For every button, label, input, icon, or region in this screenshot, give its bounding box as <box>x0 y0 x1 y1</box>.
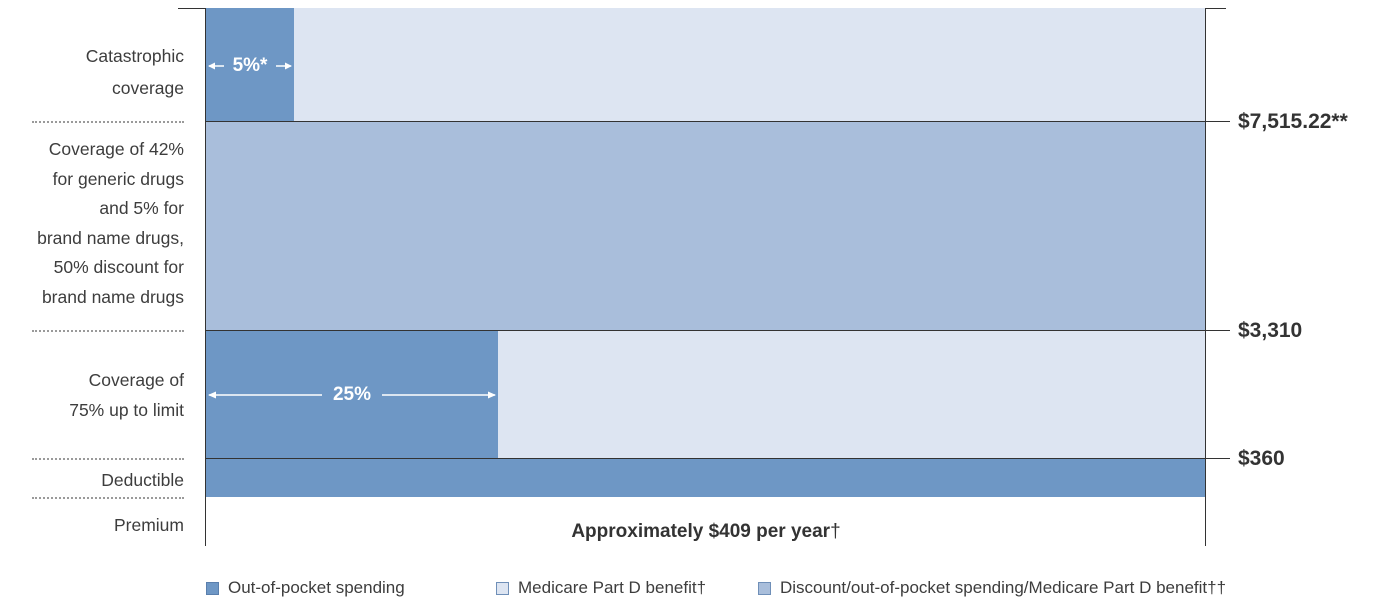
frame-right-line <box>1205 8 1206 546</box>
threshold-line <box>206 458 1230 459</box>
legend-swatch <box>496 581 509 595</box>
pct-arrow-initial <box>208 391 496 399</box>
frame-left-line <box>205 8 206 546</box>
threshold-line <box>206 121 1230 122</box>
bar-initial-benefit <box>498 331 1206 459</box>
threshold-label: $3,310 <box>1238 319 1303 342</box>
bar-catastrophic-out-of-pocket <box>206 8 294 122</box>
bar-deductible-out-of-pocket <box>206 459 1206 497</box>
separator-dots <box>32 330 184 332</box>
legend-swatch <box>206 581 219 595</box>
legend: Out-of-pocket spending Medicare Part D b… <box>0 578 1396 600</box>
row-label-premium: Premium <box>113 515 184 535</box>
threshold-label: $360 <box>1238 447 1285 470</box>
separator-dots <box>32 458 184 460</box>
row-label-coverage-gap: Coverage of 42% for generic drugs and 5%… <box>37 139 184 307</box>
legend-swatch <box>758 581 771 595</box>
pct-label-catastrophic: 5%* <box>232 55 268 76</box>
frame-top-tick <box>1206 8 1226 9</box>
row-label-initial-coverage: Coverage of 75% up to limit <box>69 370 184 420</box>
premium-dagger: † <box>830 521 841 542</box>
premium-amount: Approximately $409 per year <box>571 521 831 542</box>
frame-top-tick <box>178 8 206 9</box>
legend-item-out-of-pocket: Out-of-pocket spending <box>206 578 405 598</box>
legend-item-discount: Discount/out-of-pocket spending/Medicare… <box>758 578 1226 598</box>
premium-text: Approximately $409 per year† <box>206 521 1206 543</box>
bar-catastrophic-benefit <box>294 8 1206 122</box>
row-label-deductible: Deductible <box>101 470 184 490</box>
separator-dots <box>32 121 184 123</box>
legend-item-benefit: Medicare Part D benefit† <box>496 578 706 598</box>
bar-coverage-gap-discount <box>206 122 1206 331</box>
threshold-label: $7,515.22** <box>1238 110 1348 133</box>
pct-arrow-catastrophic <box>208 62 292 70</box>
threshold-line <box>206 330 1230 331</box>
separator-dots <box>32 497 184 499</box>
row-label-catastrophic: Catastrophic coverage <box>85 46 184 98</box>
pct-label-initial: 25% <box>332 384 372 405</box>
